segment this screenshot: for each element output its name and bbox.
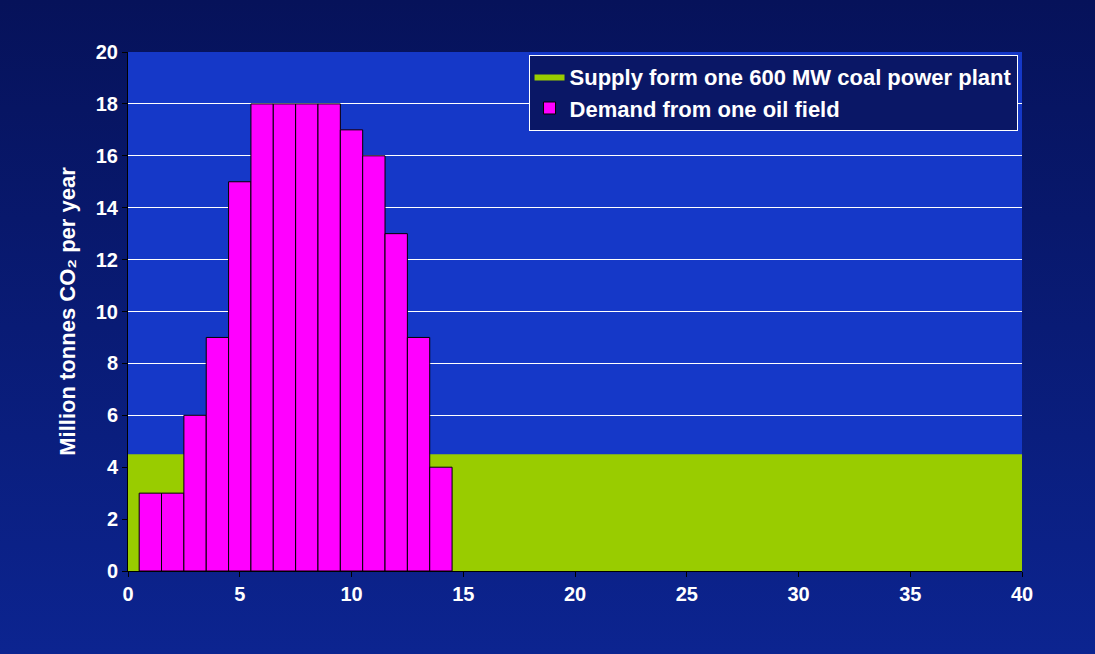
svg-text:16: 16 — [96, 145, 118, 167]
svg-text:25: 25 — [676, 583, 698, 605]
svg-text:20: 20 — [96, 41, 118, 63]
svg-text:10: 10 — [96, 301, 118, 323]
svg-text:0: 0 — [122, 583, 133, 605]
svg-text:35: 35 — [899, 583, 921, 605]
svg-text:Million tonnes CO₂ per year: Million tonnes CO₂ per year — [55, 167, 80, 456]
svg-text:20: 20 — [564, 583, 586, 605]
svg-text:5: 5 — [234, 583, 245, 605]
svg-text:10: 10 — [340, 583, 362, 605]
svg-text:30: 30 — [787, 583, 809, 605]
svg-text:14: 14 — [96, 197, 119, 219]
svg-text:6: 6 — [107, 404, 118, 426]
svg-text:15: 15 — [452, 583, 474, 605]
svg-text:Demand from one oil field: Demand from one oil field — [570, 97, 840, 122]
svg-text:4: 4 — [107, 456, 119, 478]
svg-text:40: 40 — [1011, 583, 1033, 605]
svg-text:18: 18 — [96, 93, 118, 115]
svg-text:Supply form one 600 MW coal po: Supply form one 600 MW coal power plant — [570, 65, 1012, 90]
svg-text:0: 0 — [107, 560, 118, 582]
svg-text:2: 2 — [107, 508, 118, 530]
svg-text:8: 8 — [107, 352, 118, 374]
svg-text:12: 12 — [96, 249, 118, 271]
